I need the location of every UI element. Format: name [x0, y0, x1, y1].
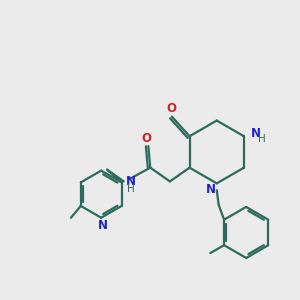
- Text: N: N: [126, 175, 136, 188]
- Text: H: H: [258, 134, 266, 144]
- Text: N: N: [206, 183, 216, 196]
- Text: N: N: [98, 219, 108, 232]
- Text: O: O: [166, 102, 176, 115]
- Text: O: O: [141, 132, 152, 145]
- Text: N: N: [251, 127, 261, 140]
- Text: H: H: [127, 184, 134, 194]
